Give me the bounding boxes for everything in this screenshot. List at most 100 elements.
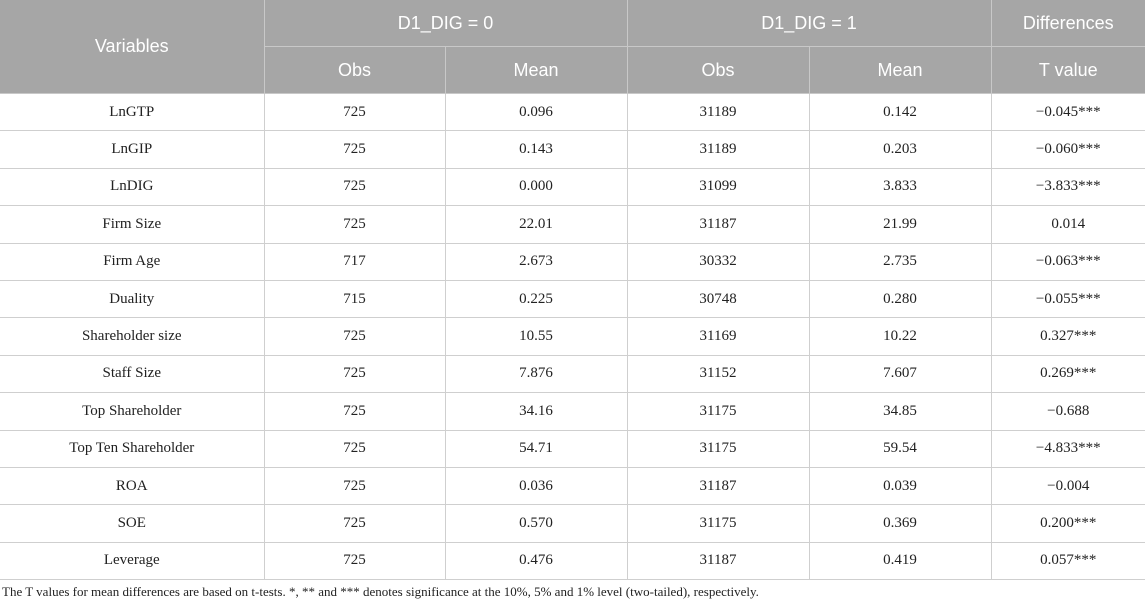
value-cell: 725 (263, 167, 446, 207)
value-cell: 725 (263, 541, 446, 581)
value-cell: 0.419 (808, 541, 992, 581)
variable-cell: LnGIP (0, 130, 265, 169)
value-cell: 0.036 (444, 466, 628, 506)
header-cell: Variables (0, 0, 265, 94)
variable-cell: Firm Age (0, 242, 265, 281)
subheader-cell: Mean (809, 46, 992, 94)
value-cell: 0.096 (444, 92, 628, 132)
variable-cell: Leverage (0, 541, 265, 581)
table-row: Shareholder size 725 10.55 31169 10.22 0.327*… (0, 317, 1145, 356)
variable-cell: SOE (0, 504, 265, 543)
table-row: Staff Size 725 7.876 31152 7.607 0.269*** (0, 354, 1145, 394)
value-cell: −0.055*** (990, 279, 1145, 319)
table-row: SOE 725 0.570 31175 0.369 0.200*** (0, 504, 1145, 543)
value-cell: 31169 (626, 317, 810, 356)
subheader-cell: Obs (264, 46, 446, 94)
value-cell: 2.673 (444, 242, 628, 281)
variable-cell: ROA (0, 466, 265, 506)
value-cell: 0.369 (808, 504, 992, 543)
value-cell: 0.203 (808, 130, 992, 169)
value-cell: 31175 (626, 392, 810, 431)
variable-cell: Shareholder size (0, 317, 265, 356)
value-cell: 0.570 (444, 504, 628, 543)
variable-cell: Firm Size (0, 205, 265, 244)
table-row: Firm Age 717 2.673 30332 2.735 −0.063*** (0, 242, 1145, 281)
value-cell: 0.143 (444, 130, 628, 169)
value-cell: 725 (263, 466, 446, 506)
value-cell: −4.833*** (990, 429, 1145, 468)
table-row: LnGTP 725 0.096 31189 0.142 −0.045*** (0, 92, 1145, 132)
value-cell: 725 (263, 130, 446, 169)
value-cell: 31175 (626, 429, 810, 468)
value-cell: 30748 (626, 279, 810, 319)
value-cell: 725 (263, 392, 446, 431)
value-cell: 31189 (626, 130, 810, 169)
value-cell: 0.057*** (990, 541, 1145, 581)
table-body: LnGTP 725 0.096 31189 0.142 −0.045*** LnGIP 725… (0, 92, 1145, 581)
value-cell: 31187 (626, 205, 810, 244)
value-cell: −0.060*** (990, 130, 1145, 169)
value-cell: 725 (263, 429, 446, 468)
value-cell: 7.876 (444, 354, 628, 394)
value-cell: 10.55 (444, 317, 628, 356)
variable-cell: LnGTP (0, 92, 265, 132)
value-cell: 34.16 (444, 392, 628, 431)
value-cell: −0.688 (990, 392, 1145, 431)
value-cell: 0.142 (808, 92, 992, 132)
value-cell: 0.000 (444, 167, 628, 207)
value-cell: 7.607 (808, 354, 992, 394)
value-cell: 54.71 (444, 429, 628, 468)
variable-cell: Duality (0, 279, 265, 319)
value-cell: 31187 (626, 466, 810, 506)
variable-cell: Top Ten Shareholder (0, 429, 265, 468)
value-cell: 31187 (626, 541, 810, 581)
value-cell: 22.01 (444, 205, 628, 244)
value-cell: 2.735 (808, 242, 992, 281)
value-cell: 725 (263, 504, 446, 543)
subheader-cell: Obs (627, 46, 810, 94)
value-cell: 0.280 (808, 279, 992, 319)
table-row: ROA 725 0.036 31187 0.039 −0.004 (0, 466, 1145, 506)
subheader-cell: Mean (445, 46, 628, 94)
data-table: Variables D1_DIG = 0 D1_DIG = 1 Differen… (0, 0, 1145, 581)
value-cell: 30332 (626, 242, 810, 281)
value-cell: 0.476 (444, 541, 628, 581)
table-row: Top Ten Shareholder 725 54.71 31175 59.54 −4.… (0, 429, 1145, 468)
header-cell: D1_DIG = 1 (627, 0, 992, 47)
footnote: The T values for mean differences are ba… (2, 584, 759, 600)
value-cell: 0.327*** (990, 317, 1145, 356)
value-cell: −3.833*** (990, 167, 1145, 207)
value-cell: 0.269*** (990, 354, 1145, 394)
table-row: Duality 715 0.225 30748 0.280 −0.055*** (0, 279, 1145, 319)
value-cell: −0.004 (990, 466, 1145, 506)
value-cell: 0.200*** (990, 504, 1145, 543)
value-cell: 31189 (626, 92, 810, 132)
table-row: Firm Size 725 22.01 31187 21.99 0.014 (0, 205, 1145, 244)
value-cell: 0.014 (990, 205, 1145, 244)
value-cell: 0.039 (808, 466, 992, 506)
table-row: Top Shareholder 725 34.16 31175 34.85 −0.688 (0, 392, 1145, 431)
variable-cell: Staff Size (0, 354, 265, 394)
value-cell: 725 (263, 317, 446, 356)
value-cell: 59.54 (808, 429, 992, 468)
value-cell: 21.99 (808, 205, 992, 244)
header-cell: Differences (991, 0, 1145, 47)
variable-cell: LnDIG (0, 167, 265, 207)
table-row: LnGIP 725 0.143 31189 0.203 −0.060*** (0, 130, 1145, 169)
table-row: Leverage 725 0.476 31187 0.419 0.057*** (0, 541, 1145, 581)
value-cell: 31175 (626, 504, 810, 543)
value-cell: 717 (263, 242, 446, 281)
value-cell: 31152 (626, 354, 810, 394)
value-cell: 34.85 (808, 392, 992, 431)
value-cell: 715 (263, 279, 446, 319)
value-cell: 725 (263, 205, 446, 244)
variable-cell: Top Shareholder (0, 392, 265, 431)
value-cell: 0.225 (444, 279, 628, 319)
value-cell: 725 (263, 92, 446, 132)
header-cell: D1_DIG = 0 (264, 0, 628, 47)
value-cell: 31099 (626, 167, 810, 207)
value-cell: 3.833 (808, 167, 992, 207)
table-row: LnDIG 725 0.000 31099 3.833 −3.833*** (0, 167, 1145, 207)
value-cell: 10.22 (808, 317, 992, 356)
